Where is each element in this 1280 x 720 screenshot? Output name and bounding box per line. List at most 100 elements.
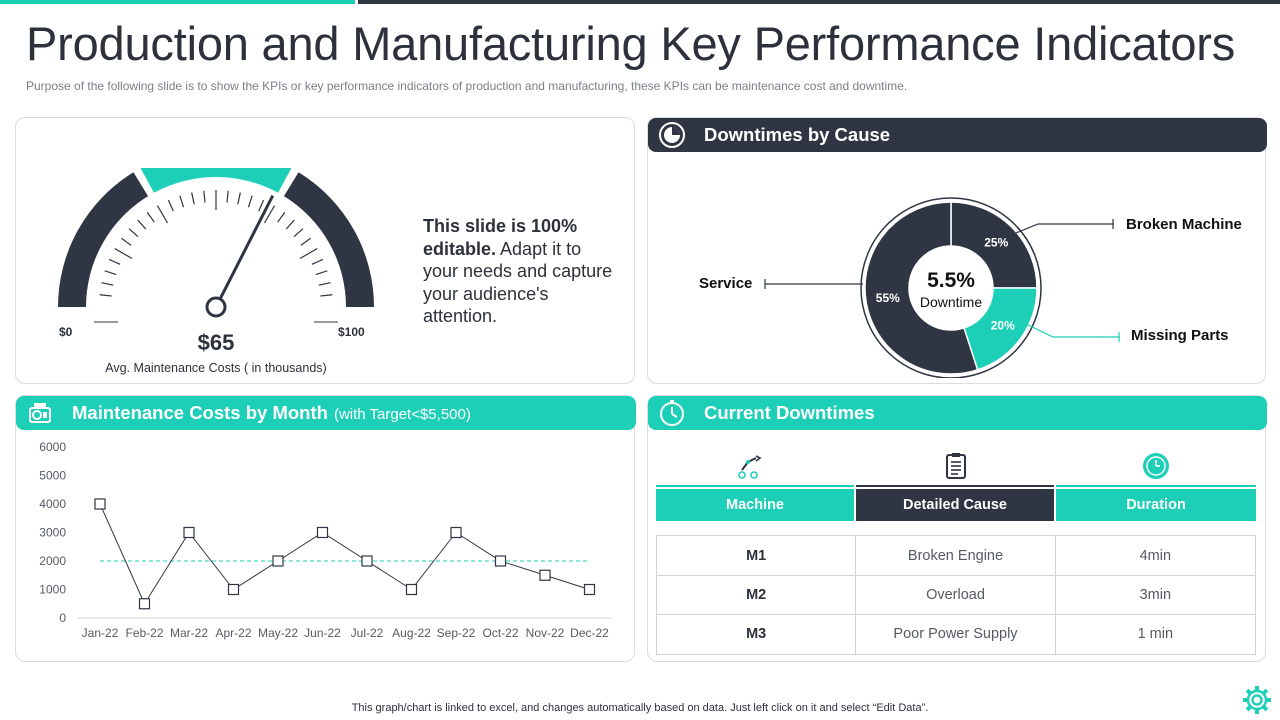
gauge-needle bbox=[221, 196, 273, 298]
gauge-tick bbox=[320, 295, 332, 296]
gauge-band-right bbox=[284, 172, 374, 307]
gauge-tick bbox=[158, 206, 168, 223]
page-subtitle: Purpose of the following slide is to sho… bbox=[26, 79, 907, 93]
x-tick-label: Jun-22 bbox=[304, 626, 341, 640]
gauge-tick bbox=[102, 283, 114, 285]
maintenance-title-main: Maintenance Costs by Month bbox=[72, 402, 328, 423]
gauge-tick bbox=[129, 229, 138, 237]
x-tick-label: Jan-22 bbox=[82, 626, 119, 640]
gear-icon bbox=[1241, 684, 1273, 716]
col-line-cause bbox=[856, 485, 1054, 487]
gauge-tick bbox=[138, 220, 146, 229]
gauge-tick bbox=[105, 271, 116, 275]
gauge-tick bbox=[204, 191, 205, 203]
x-tick-label: Mar-22 bbox=[170, 626, 208, 640]
gauge-tick bbox=[227, 191, 228, 203]
column-header-cause: Detailed Cause bbox=[856, 489, 1054, 521]
x-tick-label: Aug-22 bbox=[392, 626, 431, 640]
cell-machine: M3 bbox=[657, 614, 856, 654]
gauge-tick bbox=[278, 212, 285, 222]
data-point bbox=[585, 585, 595, 595]
data-point bbox=[229, 585, 239, 595]
gauge-tick bbox=[301, 238, 311, 245]
donut-leader-lines bbox=[648, 118, 1267, 385]
current-downtimes-card: Current Downtimes Machine Detailed Cause… bbox=[647, 395, 1266, 662]
x-tick-label: Feb-22 bbox=[125, 626, 163, 640]
y-tick-label: 6000 bbox=[39, 440, 66, 454]
cell-cause: Poor Power Supply bbox=[856, 614, 1055, 654]
editable-note: This slide is 100% editable. Adapt it to… bbox=[423, 215, 613, 328]
gauge-tick bbox=[147, 212, 154, 222]
gauge-tick bbox=[286, 220, 294, 229]
top-accent-bar-dark bbox=[358, 0, 1280, 4]
y-tick-label: 3000 bbox=[39, 526, 66, 540]
table-row: M2 Overload 3min bbox=[657, 575, 1255, 615]
x-tick-label: Sep-22 bbox=[437, 626, 476, 640]
gauge-caption: Avg. Maintenance Costs ( in thousands) bbox=[76, 361, 356, 375]
clock-icon bbox=[1142, 452, 1170, 480]
gauge-tick bbox=[121, 238, 131, 245]
cell-machine: M2 bbox=[657, 575, 856, 614]
gauge-tick bbox=[312, 259, 323, 264]
x-tick-label: Oct-22 bbox=[482, 626, 518, 640]
maintenance-title: Maintenance Costs by Month (with Target<$… bbox=[72, 402, 471, 424]
gauge-tick bbox=[238, 193, 240, 205]
gauge-tick bbox=[300, 249, 317, 259]
column-header-duration: Duration bbox=[1056, 489, 1256, 521]
maintenance-gauge-card: $0 $100 $65 Avg. Maintenance Costs ( in … bbox=[15, 117, 635, 384]
data-point bbox=[184, 528, 194, 538]
gauge-value: $65 bbox=[166, 330, 266, 356]
robot-arm-icon bbox=[734, 452, 762, 480]
gauge-tick bbox=[109, 259, 120, 264]
gauge-tick bbox=[180, 196, 184, 207]
cell-cause: Broken Engine bbox=[856, 536, 1055, 575]
maintenance-line-chart: 0 1000 2000 3000 4000 5000 6000 Jan-22 Feb-22 Mar… bbox=[16, 432, 636, 662]
y-tick-label: 4000 bbox=[39, 497, 66, 511]
column-header-machine: Machine bbox=[656, 489, 854, 521]
cell-duration: 4min bbox=[1056, 536, 1255, 575]
gauge-min-label: $0 bbox=[59, 325, 72, 339]
x-tick-label: Nov-22 bbox=[526, 626, 565, 640]
checklist-icon bbox=[942, 452, 970, 480]
x-tick-label: May-22 bbox=[258, 626, 298, 640]
maintenance-title-sub: (with Target<$5,500) bbox=[334, 406, 471, 423]
data-point bbox=[95, 499, 105, 509]
data-point bbox=[540, 570, 550, 580]
series-cost-line bbox=[100, 504, 590, 604]
cell-duration: 3min bbox=[1056, 575, 1255, 614]
downtime-table: M1 Broken Engine 4min M2 Overload 3min M… bbox=[656, 535, 1256, 655]
gauge-tick bbox=[316, 271, 327, 275]
x-tick-label: Jul-22 bbox=[351, 626, 384, 640]
y-tick-label: 5000 bbox=[39, 469, 66, 483]
col-line-machine bbox=[656, 485, 854, 487]
downtime-by-cause-card: Downtimes by Cause 25% 20% 55% 5.5% Downtime… bbox=[647, 117, 1266, 384]
gauge-tick bbox=[192, 193, 194, 205]
data-point bbox=[407, 585, 417, 595]
page-title: Production and Manufacturing Key Perform… bbox=[26, 16, 1235, 71]
maintenance-header: Maintenance Costs by Month (with Target<$… bbox=[16, 396, 636, 430]
gauge-band-teal bbox=[141, 168, 292, 193]
data-point bbox=[140, 599, 150, 609]
data-point bbox=[451, 528, 461, 538]
top-accent-bar-teal bbox=[0, 0, 355, 4]
gauge-pivot bbox=[207, 298, 225, 316]
data-point bbox=[318, 528, 328, 538]
gauge-band-left bbox=[58, 172, 148, 307]
gauge-tick bbox=[294, 229, 303, 237]
data-point bbox=[496, 556, 506, 566]
gauge-tick bbox=[319, 283, 331, 285]
gauge-ticks bbox=[100, 190, 333, 296]
table-row: M3 Poor Power Supply 1 min bbox=[657, 614, 1255, 654]
cell-duration: 1 min bbox=[1056, 614, 1255, 654]
machine-icon bbox=[26, 399, 54, 427]
maintenance-costs-card: Maintenance Costs by Month (with Target<$… bbox=[15, 395, 635, 662]
stopwatch-icon bbox=[658, 399, 686, 427]
cell-machine: M1 bbox=[657, 536, 856, 575]
y-tick-label: 0 bbox=[59, 611, 66, 625]
gauge-tick bbox=[248, 196, 252, 207]
current-header: Current Downtimes bbox=[648, 396, 1267, 430]
gauge-tick bbox=[100, 295, 112, 296]
x-tick-label: Dec-22 bbox=[570, 626, 609, 640]
gauge-max-label: $100 bbox=[338, 325, 365, 339]
cell-cause: Overload bbox=[856, 575, 1055, 614]
